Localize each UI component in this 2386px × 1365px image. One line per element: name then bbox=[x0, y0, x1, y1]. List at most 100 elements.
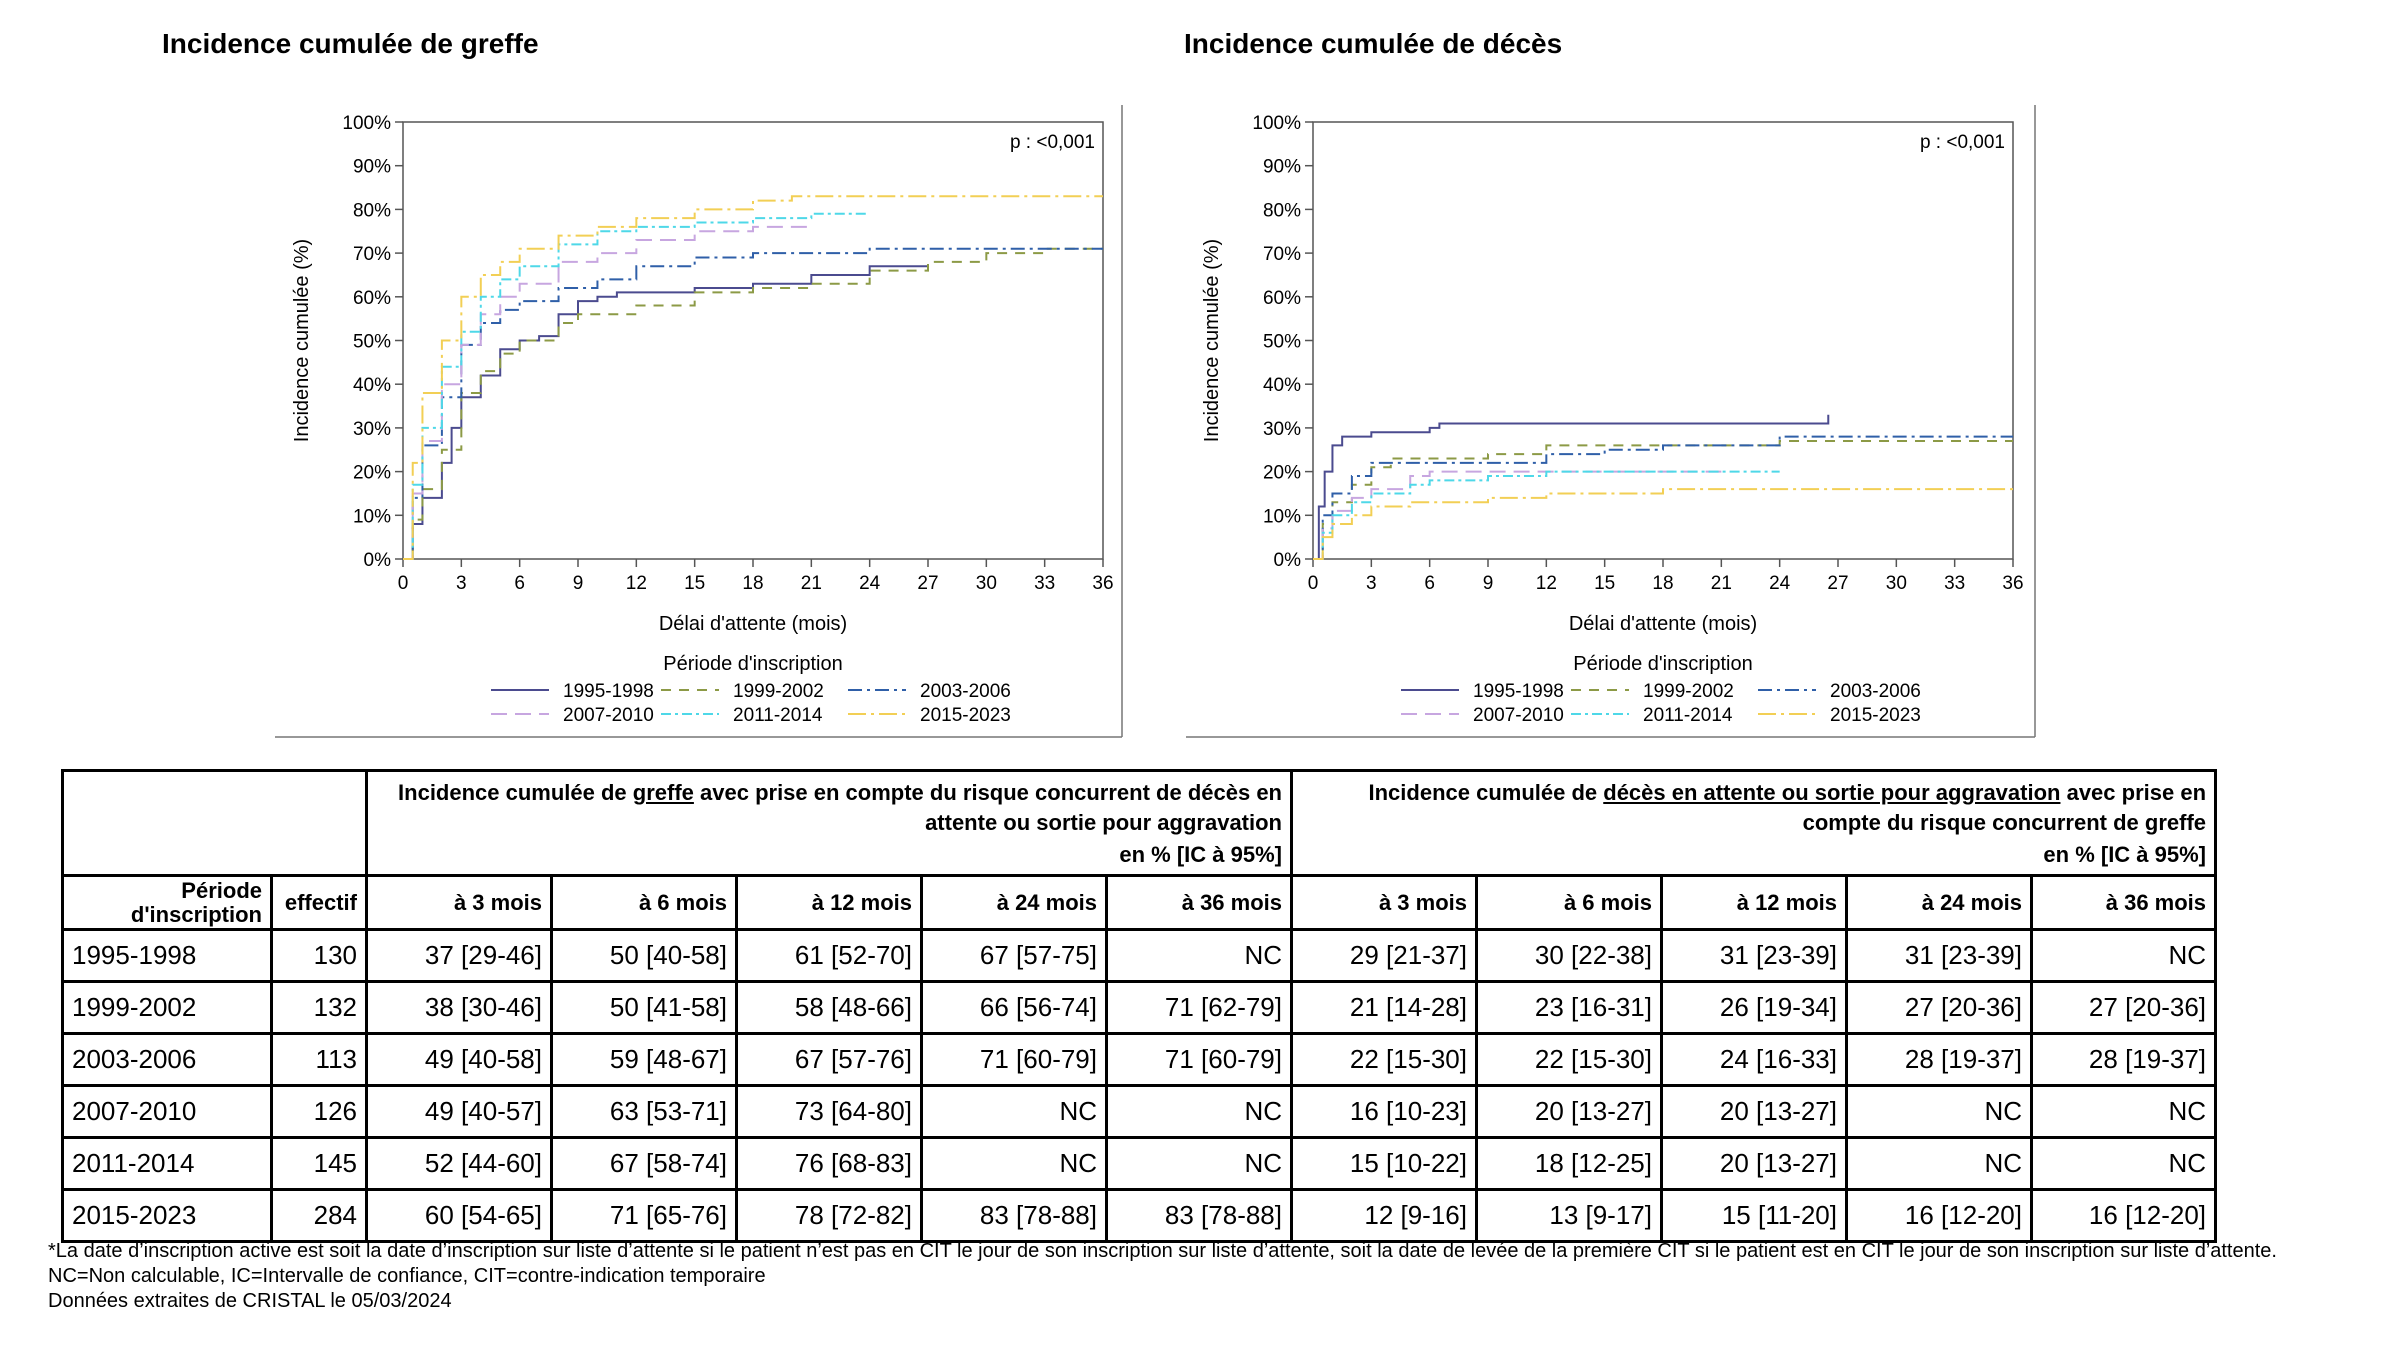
y-tick-label: 10% bbox=[353, 506, 391, 527]
cell-greffe: 71 [60-79] bbox=[1105, 1032, 1293, 1087]
cell-deces: 20 [13-27] bbox=[1660, 1084, 1848, 1139]
y-tick-label: 100% bbox=[1252, 113, 1301, 134]
footnote-date-definition: *La date d’inscription active est soit l… bbox=[48, 1240, 2277, 1262]
table-row: 2015-2023 284 60 [54-65] 71 [65-76] 78 [72-8… bbox=[61, 1188, 2218, 1243]
header-deces-text-post: avec prise en compte du risque concurren… bbox=[1802, 780, 2207, 835]
cell-deces: 20 [13-27] bbox=[1660, 1136, 1848, 1191]
x-tick-label: 12 bbox=[626, 573, 647, 594]
legend-title: Période d'inscription bbox=[1573, 653, 1752, 675]
cell-deces: NC bbox=[2029, 1084, 2218, 1139]
x-tick-label: 12 bbox=[1536, 573, 1557, 594]
cell-deces: 31 [23-39] bbox=[1660, 928, 1848, 983]
table-row: 2007-2010 126 49 [40-57] 63 [53-71] 73 [64-8… bbox=[61, 1084, 2218, 1139]
series-line-2003-2006 bbox=[403, 247, 1103, 560]
cell-greffe: NC bbox=[920, 1084, 1108, 1139]
table-row: 2003-2006 113 49 [40-58] 59 [48-67] 67 [57-7… bbox=[61, 1032, 2218, 1087]
cell-effectif: 132 bbox=[270, 980, 368, 1035]
cell-greffe: 71 [62-79] bbox=[1105, 980, 1293, 1035]
cell-greffe: 71 [60-79] bbox=[920, 1032, 1108, 1087]
y-tick-label: 70% bbox=[353, 244, 391, 265]
x-tick-label: 30 bbox=[976, 573, 997, 594]
p-value-label: p : <0,001 bbox=[1920, 132, 2005, 153]
cell-deces: 16 [12-20] bbox=[1845, 1188, 2033, 1243]
series-line-1999-2002 bbox=[1313, 440, 2013, 560]
cell-greffe: NC bbox=[1105, 1084, 1293, 1139]
series-line-2015-2023 bbox=[403, 195, 1103, 560]
cell-greffe: 67 [57-75] bbox=[920, 928, 1108, 983]
series-line-2011-2014 bbox=[403, 212, 870, 560]
cell-deces: 28 [19-37] bbox=[2029, 1032, 2218, 1087]
cell-greffe: 83 [78-88] bbox=[920, 1188, 1108, 1243]
header-group-deces: Incidence cumulée de décès en attente ou… bbox=[1289, 769, 2218, 877]
cell-greffe: NC bbox=[1105, 928, 1293, 983]
col-header-greffe-6m: à 6 mois bbox=[550, 874, 738, 931]
cell-effectif: 145 bbox=[270, 1136, 368, 1191]
legend-label: 2011-2014 bbox=[1643, 705, 1733, 726]
x-tick-label: 15 bbox=[1594, 573, 1615, 594]
series-line-1995-1998 bbox=[403, 265, 928, 560]
cell-deces: 20 [13-27] bbox=[1475, 1084, 1663, 1139]
y-tick-label: 80% bbox=[353, 200, 391, 221]
header-deces-unit: en % [IC à 95%] bbox=[2043, 842, 2207, 867]
legend-label: 1999-2002 bbox=[733, 681, 824, 702]
y-tick-label: 40% bbox=[1263, 375, 1301, 396]
cell-greffe: 49 [40-58] bbox=[365, 1032, 553, 1087]
cell-deces: 16 [10-23] bbox=[1290, 1084, 1478, 1139]
cell-deces: 27 [20-36] bbox=[1845, 980, 2033, 1035]
col-header-effectif: effectif bbox=[270, 874, 368, 931]
table-corner-cell bbox=[61, 769, 368, 877]
legend-label: 1995-1998 bbox=[1473, 681, 1564, 702]
series-line-2007-2010 bbox=[1313, 470, 1722, 560]
cell-greffe: 50 [40-58] bbox=[550, 928, 738, 983]
legend-title: Période d'inscription bbox=[663, 653, 842, 675]
cell-deces: 29 [21-37] bbox=[1290, 928, 1478, 983]
cell-greffe: 71 [65-76] bbox=[550, 1188, 738, 1243]
y-tick-label: 0% bbox=[364, 550, 392, 571]
y-tick-label: 80% bbox=[1263, 200, 1301, 221]
cell-greffe: 66 [56-74] bbox=[920, 980, 1108, 1035]
cell-deces: 26 [19-34] bbox=[1660, 980, 1848, 1035]
y-tick-label: 70% bbox=[1263, 244, 1301, 265]
legend-label: 1999-2002 bbox=[1643, 681, 1734, 702]
y-tick-label: 30% bbox=[353, 419, 391, 440]
table-row: 1999-2002 132 38 [30-46] 50 [41-58] 58 [48-6… bbox=[61, 980, 2218, 1035]
p-value-label: p : <0,001 bbox=[1010, 132, 1095, 153]
x-tick-label: 0 bbox=[1308, 573, 1319, 594]
cell-deces: 22 [15-30] bbox=[1290, 1032, 1478, 1087]
cell-deces: 18 [12-25] bbox=[1475, 1136, 1663, 1191]
cell-deces: NC bbox=[2029, 928, 2218, 983]
x-tick-label: 33 bbox=[1034, 573, 1055, 594]
legend-label: 2007-2010 bbox=[1473, 705, 1564, 726]
cell-greffe: 83 [78-88] bbox=[1105, 1188, 1293, 1243]
cell-deces: 12 [9-16] bbox=[1290, 1188, 1478, 1243]
cell-deces: 15 [11-20] bbox=[1660, 1188, 1848, 1243]
y-tick-label: 50% bbox=[1263, 332, 1301, 353]
cell-deces: 28 [19-37] bbox=[1845, 1032, 2033, 1087]
header-deces-underlined: décès en attente ou sortie pour aggravat… bbox=[1603, 780, 2061, 805]
cell-greffe: 58 [48-66] bbox=[735, 980, 923, 1035]
x-tick-label: 24 bbox=[1769, 573, 1791, 594]
header-deces-text-pre: Incidence cumulée de bbox=[1368, 780, 1604, 805]
legend-label: 2011-2014 bbox=[733, 705, 823, 726]
cell-greffe: 59 [48-67] bbox=[550, 1032, 738, 1087]
cell-period: 2007-2010 bbox=[61, 1084, 273, 1139]
cell-deces: 15 [10-22] bbox=[1290, 1136, 1478, 1191]
y-tick-label: 60% bbox=[1263, 288, 1301, 309]
x-tick-label: 6 bbox=[1424, 573, 1435, 594]
footnote-source: Données extraites de CRISTAL le 05/03/20… bbox=[48, 1290, 452, 1312]
cell-deces: 16 [12-20] bbox=[2029, 1188, 2218, 1243]
cell-effectif: 130 bbox=[270, 928, 368, 983]
cell-period: 1995-1998 bbox=[61, 928, 273, 983]
col-header-greffe-24m: à 24 mois bbox=[920, 874, 1108, 931]
y-tick-label: 90% bbox=[353, 157, 391, 178]
x-tick-label: 36 bbox=[1092, 573, 1113, 594]
cell-greffe: 49 [40-57] bbox=[365, 1084, 553, 1139]
cell-period: 2011-2014 bbox=[61, 1136, 273, 1191]
cell-greffe: 73 [64-80] bbox=[735, 1084, 923, 1139]
cell-deces: 24 [16-33] bbox=[1660, 1032, 1848, 1087]
y-tick-label: 10% bbox=[1263, 506, 1301, 527]
cell-greffe: 67 [58-74] bbox=[550, 1136, 738, 1191]
table-row: 1995-1998 130 37 [29-46] 50 [40-58] 61 [52-7… bbox=[61, 928, 2218, 983]
cell-deces: 23 [16-31] bbox=[1475, 980, 1663, 1035]
x-tick-label: 30 bbox=[1886, 573, 1907, 594]
